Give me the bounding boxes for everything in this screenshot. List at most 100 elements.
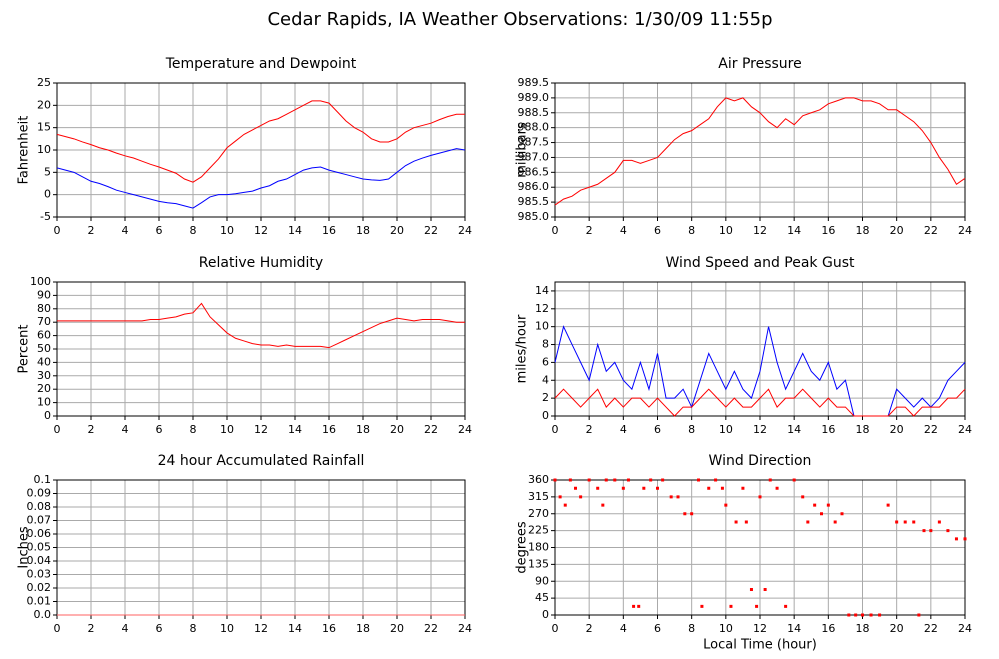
data-point xyxy=(929,529,933,533)
y-tick-label: 0.03 xyxy=(27,568,52,581)
data-point xyxy=(937,520,941,524)
data-point xyxy=(563,503,567,507)
data-point xyxy=(669,495,673,499)
x-tick-label: 14 xyxy=(288,423,302,436)
data-point xyxy=(579,495,583,499)
y-tick-label: 987.0 xyxy=(518,150,550,163)
x-tick-label: 8 xyxy=(190,423,197,436)
x-tick-label: 4 xyxy=(122,224,129,237)
x-tick-label: 20 xyxy=(390,622,404,635)
x-tick-label: 10 xyxy=(719,224,733,237)
y-tick-label: 986.5 xyxy=(518,165,550,178)
data-point xyxy=(707,486,711,490)
data-point xyxy=(604,478,608,482)
y-axis-label: millibars xyxy=(515,122,530,178)
x-tick-label: 8 xyxy=(190,224,197,237)
y-tick-label: 988.0 xyxy=(518,121,550,134)
y-tick-label: 135 xyxy=(528,557,549,570)
y-tick-label: 100 xyxy=(30,275,51,288)
x-tick-label: 2 xyxy=(88,622,95,635)
x-tick-label: 6 xyxy=(654,423,661,436)
x-tick-label: 16 xyxy=(322,224,336,237)
data-point xyxy=(729,604,733,608)
data-point xyxy=(886,503,890,507)
x-tick-label: 14 xyxy=(288,224,302,237)
data-point xyxy=(642,486,646,490)
plot-frame xyxy=(56,281,466,417)
x-tick-label: 0 xyxy=(54,224,61,237)
x-tick-label: 16 xyxy=(821,224,835,237)
y-tick-label: 0 xyxy=(542,409,549,422)
x-tick-label: 18 xyxy=(356,423,370,436)
x-tick-label: 24 xyxy=(958,423,972,436)
y-tick-label: 0 xyxy=(44,409,51,422)
data-point xyxy=(734,520,738,524)
data-point xyxy=(954,537,958,541)
x-tick-label: 4 xyxy=(620,423,627,436)
y-tick-label: 70 xyxy=(37,315,51,328)
x-tick-label: 4 xyxy=(620,224,627,237)
series-line xyxy=(554,97,966,206)
y-tick-label: 25 xyxy=(37,76,51,89)
y-tick-label: 80 xyxy=(37,302,51,315)
y-tick-label: 10 xyxy=(37,396,51,409)
data-point xyxy=(613,478,617,482)
y-tick-label: 20 xyxy=(37,98,51,111)
data-point xyxy=(775,486,779,490)
data-point xyxy=(714,478,718,482)
data-point xyxy=(700,604,704,608)
x-tick-label: 0 xyxy=(552,622,559,635)
x-tick-label: 8 xyxy=(688,622,695,635)
data-point xyxy=(656,486,659,490)
y-axis-label: miles/hour xyxy=(515,314,530,383)
x-tick-label: 20 xyxy=(890,423,904,436)
y-tick-label: 988.5 xyxy=(518,106,550,119)
y-tick-label: 0 xyxy=(44,188,51,201)
data-point xyxy=(946,529,950,533)
y-tick-label: 4 xyxy=(542,373,549,386)
x-tick-label: 16 xyxy=(821,423,835,436)
y-tick-label: 6 xyxy=(542,355,549,368)
data-point xyxy=(963,537,967,541)
chart-title: 24 hour Accumulated Rainfall xyxy=(158,453,365,469)
x-tick-label: 2 xyxy=(88,423,95,436)
plot-frame xyxy=(554,281,966,417)
y-tick-label: 360 xyxy=(528,473,549,486)
y-tick-label: 0.08 xyxy=(27,500,52,513)
x-tick-label: 20 xyxy=(390,423,404,436)
y-tick-label: 0.1 xyxy=(34,473,52,486)
x-tick-label: 6 xyxy=(156,423,163,436)
x-tick-label: 0 xyxy=(54,423,61,436)
y-axis-label: degrees xyxy=(515,521,530,574)
data-point xyxy=(744,520,748,524)
data-point xyxy=(676,495,680,499)
data-point xyxy=(840,512,844,516)
y-tick-label: 989.5 xyxy=(518,76,550,89)
plot-frame xyxy=(554,82,966,218)
data-point xyxy=(801,495,805,499)
x-tick-label: 16 xyxy=(322,622,336,635)
data-point xyxy=(553,478,557,482)
series-line xyxy=(554,388,966,417)
x-tick-label: 6 xyxy=(156,622,163,635)
y-tick-label: 8 xyxy=(542,338,549,351)
data-point xyxy=(637,604,641,608)
x-tick-label: 4 xyxy=(122,622,129,635)
x-tick-label: 14 xyxy=(787,224,801,237)
y-tick-label: 0.05 xyxy=(27,541,52,554)
data-point xyxy=(724,503,728,507)
data-point xyxy=(854,613,858,617)
data-point xyxy=(922,529,926,533)
y-axis-label: Inches xyxy=(17,526,32,568)
x-tick-label: 22 xyxy=(424,423,438,436)
y-axis-label: Fahrenheit xyxy=(17,116,32,185)
x-tick-label: 12 xyxy=(753,622,767,635)
y-tick-label: 50 xyxy=(37,342,51,355)
x-tick-label: 12 xyxy=(254,423,268,436)
chart-title: Wind Speed and Peak Gust xyxy=(666,255,855,271)
data-point xyxy=(755,604,759,608)
x-tick-label: 2 xyxy=(88,224,95,237)
y-tick-label: 0.04 xyxy=(27,554,52,567)
x-tick-label: 24 xyxy=(458,423,472,436)
x-tick-label: 22 xyxy=(924,622,938,635)
